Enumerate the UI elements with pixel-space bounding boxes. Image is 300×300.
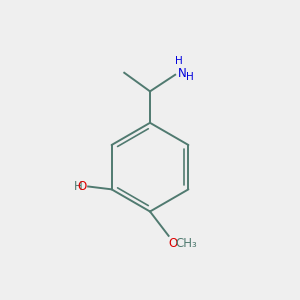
- Text: N: N: [178, 68, 186, 80]
- Text: O: O: [169, 237, 178, 250]
- Text: CH₃: CH₃: [175, 237, 196, 250]
- Text: O: O: [78, 180, 87, 193]
- Text: H: H: [175, 56, 183, 66]
- Text: H: H: [74, 180, 83, 193]
- Text: H: H: [186, 72, 194, 82]
